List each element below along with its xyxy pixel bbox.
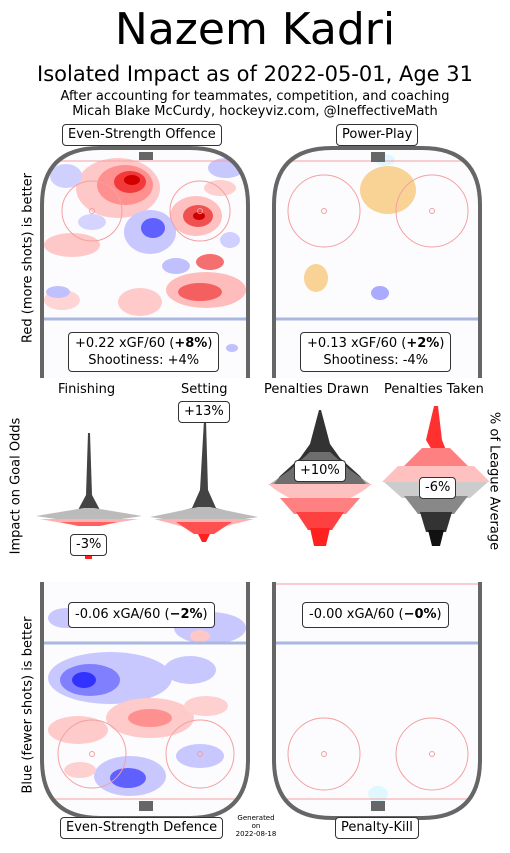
category-label-penalties-taken: Penalties Taken [384,382,484,397]
es-offence-shootiness: Shootiness: +4% [88,353,200,368]
value-label-finishing: -3% [70,534,108,556]
value-label-setting: +13% [178,401,230,423]
category-label-setting: Setting [181,382,228,397]
es-defence-stat-box: -0.06 xGA/60 (−2%) [68,602,215,628]
caption-line-2: Micah Blake McCurdy, hockeyviz.com, @Ine… [72,104,438,119]
category-label-penalties-drawn: Penalties Drawn [264,382,369,397]
violin-penalties-taken [382,406,490,546]
power-play-label: Power-Play [336,124,419,146]
penalty-kill-label: Penalty-Kill [335,817,419,839]
power-play-shootiness: Shootiness: -4% [323,353,429,368]
power-play-stat-line: +0.13 xGF/60 (+2%) [307,336,445,351]
es-offence-stat-box: +0.22 xGF/60 (+8%) Shootiness: +4% [68,332,220,372]
es-defence-label: Even-Strength Defence [60,817,224,839]
side-label-red-better: Red (more shots) is better [20,172,36,344]
side-label-impact-goal-odds: Impact on Goal Odds [8,417,24,555]
violin-setting [150,420,258,542]
value-label-penalties-drawn: +10% [294,460,346,482]
es-offence-stat-line: +0.22 xGF/60 (+8%) [75,336,213,351]
power-play-stat-box: +0.13 xGF/60 (+2%) Shootiness: -4% [300,332,452,372]
player-name-title: Nazem Kadri [114,4,396,55]
es-offence-label: Even-Strength Offence [62,124,222,146]
caption-line-1: After accounting for teammates, competit… [60,89,450,104]
generated-stamp: Generated on 2022-08-18 [235,814,277,838]
penalty-kill-stat-box: -0.00 xGA/60 (−0%) [302,602,449,628]
violin-finishing [36,433,142,559]
chart-subtitle: Isolated Impact as of 2022-05-01, Age 31 [37,62,473,86]
value-label-penalties-taken: -6% [419,477,457,499]
side-label-league-average: % of League Average [486,411,502,551]
side-label-blue-better: Blue (fewer shots) is better [20,616,36,794]
category-label-finishing: Finishing [58,382,116,397]
